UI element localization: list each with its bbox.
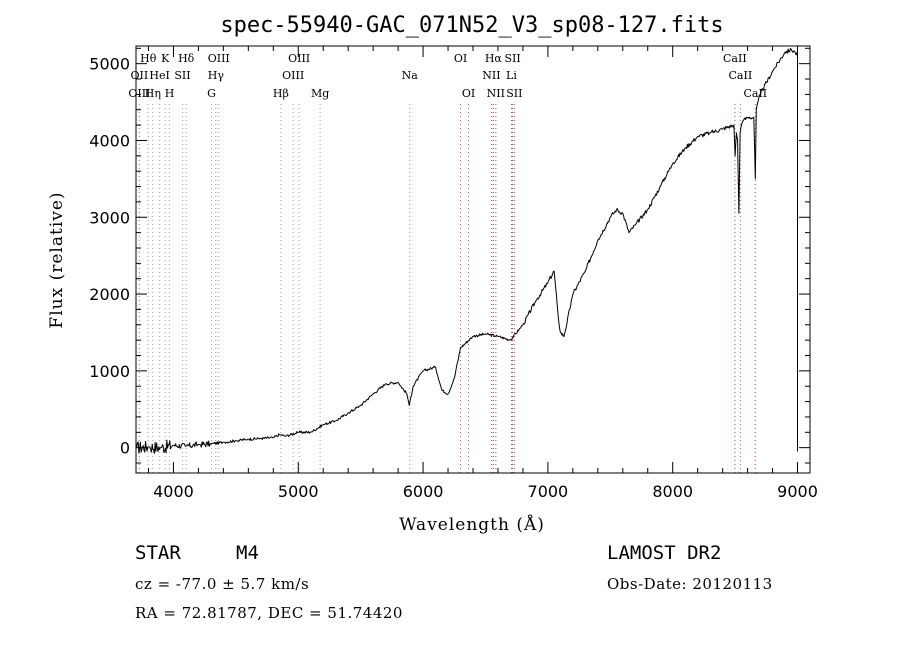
spectral-line-label: OIII <box>128 87 150 100</box>
x-tick-label: 5000 <box>278 482 319 501</box>
spectral-line-label: OI <box>454 52 467 65</box>
y-tick-label: 5000 <box>89 55 130 74</box>
x-tick-label: 6000 <box>403 482 444 501</box>
spectral-line-label: OIII <box>282 69 304 82</box>
survey-name: LAMOST DR2 <box>607 542 722 564</box>
spectral-line-label: OIII <box>208 52 230 65</box>
spectral-line-label: H <box>165 87 175 100</box>
x-tick-label: 4000 <box>153 482 194 501</box>
spectral-line-label: NII <box>482 69 500 82</box>
spectral-line-label: Hδ <box>178 52 195 65</box>
spectral-line-label: OIII <box>288 52 310 65</box>
spectral-line-label: Hγ <box>208 69 225 82</box>
y-tick-label: 3000 <box>89 208 130 227</box>
spectral-line-label: CaII <box>723 52 747 65</box>
spectral-line-label: Hα <box>485 52 503 65</box>
axis-ticks: 4000 5000 6000 7000 8000 9000 0 1000 2000 3000 400… <box>89 46 818 501</box>
x-tick-label: 7000 <box>528 482 569 501</box>
object-subclass: M4 <box>236 542 259 564</box>
x-axis-label: Wavelength (Å) <box>399 514 545 535</box>
spectral-line-label: Li <box>506 69 517 82</box>
spectral-line-label: Hη <box>145 87 161 100</box>
spectral-line-label: CaII <box>729 69 753 82</box>
spectral-line-label: K <box>161 52 170 65</box>
spectrum-line <box>135 47 798 454</box>
spectral-line-label: SII <box>504 52 520 65</box>
y-tick-label: 2000 <box>89 285 130 304</box>
x-tick-label: 8000 <box>652 482 693 501</box>
spectral-line-label: NII <box>487 87 505 100</box>
y-axis-label: Flux (relative) <box>47 191 67 328</box>
spectral-line-label: G <box>207 87 216 100</box>
series-layer <box>135 47 798 454</box>
spectral-line-label: Hθ <box>140 52 157 65</box>
object-class: STAR <box>135 542 181 564</box>
coordinates: RA = 72.81787, DEC = 51.74420 <box>135 604 403 622</box>
spectral-line-label: SII <box>506 87 522 100</box>
observation-date: Obs-Date: 20120113 <box>607 575 773 593</box>
y-tick-label: 4000 <box>89 131 130 150</box>
y-tick-label: 0 <box>120 439 130 458</box>
spectral-line-label: Mg <box>311 87 329 100</box>
plot-frame <box>135 45 811 474</box>
spectral-line-label: Na <box>402 69 419 82</box>
chart-title: spec-55940-GAC_071N52_V3_sp08-127.fits <box>220 13 723 38</box>
spectral-line-label: OII <box>131 69 149 82</box>
spectral-line-label: OI <box>462 87 475 100</box>
spectral-line-label: HeI <box>149 69 169 82</box>
redshift-info: cz = -77.0 ± 5.7 km/s <box>135 575 310 593</box>
spectral-line-label: SII <box>174 69 190 82</box>
spectral-line-label: Hβ <box>273 87 289 100</box>
y-tick-label: 1000 <box>89 362 130 381</box>
x-tick-label: 9000 <box>777 482 818 501</box>
